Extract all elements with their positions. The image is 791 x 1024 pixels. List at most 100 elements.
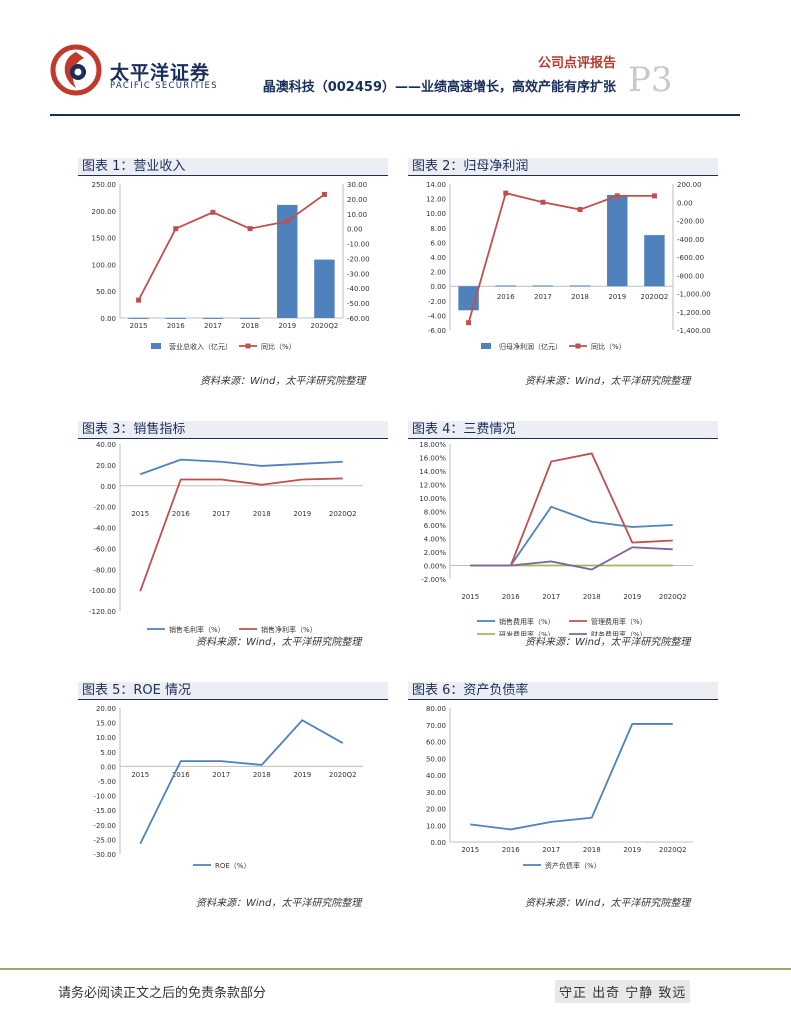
page-number: P3 <box>628 60 673 100</box>
expenses-chart: -2.00% 0.00% 2.00% 4.00% 6.00% 8.00% 10.00% 12.… <box>419 441 693 636</box>
bar <box>277 204 298 318</box>
y-right-tick-label: -1,400.00 <box>677 327 711 335</box>
series-line <box>470 452 673 567</box>
bar <box>532 285 554 287</box>
line-marker <box>321 191 327 197</box>
brand-name-en: PACIFIC SECURITIES <box>110 81 218 91</box>
legend-label: 财务费用率（%） <box>591 630 647 636</box>
legend-label: 营业总收入（亿元） <box>169 342 232 351</box>
x-tick-label: 2017 <box>542 593 560 601</box>
y-tick-label: 8.00% <box>424 509 447 517</box>
series-line <box>139 477 343 592</box>
y-tick-label: 70.00 <box>426 722 446 730</box>
bar <box>165 317 186 319</box>
legend-label: 归母净利润（亿元） <box>499 342 562 351</box>
y-right-tick-label: -50.00 <box>347 300 370 308</box>
y-tick-label: -6.00 <box>428 327 446 335</box>
y-tick-label: 0.00 <box>430 283 446 291</box>
line-marker <box>503 190 509 196</box>
y-right-tick-label: -30.00 <box>347 270 370 278</box>
chart-title: 图表 1：营业收入 <box>78 158 388 176</box>
y-tick-label: 50.00 <box>96 288 116 296</box>
y-right-tick-label: 200.00 <box>677 181 702 189</box>
y-tick-label: 250.00 <box>92 181 117 189</box>
x-tick-label: 2015 <box>461 846 479 854</box>
line-marker <box>210 209 216 215</box>
line-marker <box>173 226 179 232</box>
y-right-tick-label: -60.00 <box>347 315 370 323</box>
y-right-tick-label: 30.00 <box>347 181 367 189</box>
y-tick-label: 4.00% <box>424 536 447 544</box>
legend-marker <box>575 343 581 349</box>
y-tick-label: 100.00 <box>92 261 117 269</box>
line-marker <box>136 297 142 303</box>
y-right-tick-label: -1,200.00 <box>677 309 711 317</box>
y-tick-label: 150.00 <box>92 235 117 243</box>
legend-label: 销售净利率（%） <box>261 625 317 634</box>
line-marker <box>540 199 546 205</box>
y-right-tick-label: 20.00 <box>347 196 367 204</box>
y-tick-label: -80.00 <box>93 566 116 574</box>
y-tick-label: 16.00% <box>419 455 446 463</box>
y-tick-label: 0.00 <box>100 483 116 491</box>
chart-title: 图表 6：资产负债率 <box>408 682 718 700</box>
series-line <box>139 458 343 476</box>
x-tick-label: 2019 <box>623 593 641 601</box>
y-tick-label: 0.00 <box>100 315 116 323</box>
net-profit-chart: -6.00 -4.00 -2.00 0.00 2.00 4.00 6.00 8.00 10.00… <box>426 181 711 351</box>
y-tick-label: -40.00 <box>93 525 116 533</box>
legend-marker <box>245 343 251 349</box>
x-tick-label: 2019 <box>623 846 641 854</box>
y-tick-label: 18.00% <box>419 441 446 449</box>
y-tick-label: -5.00 <box>98 778 116 786</box>
report-type: 公司点评报告 <box>537 56 616 71</box>
bar <box>202 317 224 319</box>
y-right-tick-label: -400.00 <box>677 236 704 244</box>
x-tick-label: 2020Q2 <box>311 322 339 330</box>
y-tick-label: 10.00% <box>419 495 446 503</box>
y-right-tick-label: -10.00 <box>347 241 370 249</box>
y-tick-label: 15.00 <box>96 720 116 728</box>
series-line <box>137 193 325 301</box>
y-tick-label: 20.00 <box>96 462 116 470</box>
x-tick-label: 2015 <box>461 593 479 601</box>
legend-label: 销售费用率（%） <box>499 617 555 626</box>
x-tick-label: 2017 <box>212 771 230 779</box>
y-tick-label: 80.00 <box>426 705 446 713</box>
series-line <box>139 719 344 845</box>
y-tick-label: 8.00 <box>430 225 446 233</box>
bar <box>239 317 261 319</box>
line-marker <box>651 193 657 199</box>
y-tick-label: -20.00 <box>93 504 116 512</box>
y-tick-label: -60.00 <box>93 545 116 553</box>
y-right-tick-label: -1,000.00 <box>677 291 711 299</box>
source-note: 资料来源：Wind，太平洋研究院整理 <box>196 898 362 909</box>
line-marker <box>466 320 472 326</box>
legend-label: 销售毛利率（%） <box>169 625 225 634</box>
y-right-tick-label: 0.00 <box>347 226 363 234</box>
line-marker <box>284 218 290 224</box>
chart-panel-roe: 图表 5：ROE 情况 -30.00 -25.00 -20.00 -15.00 -10.… <box>78 682 388 892</box>
x-tick-label: 2019 <box>293 510 311 518</box>
source-note: 资料来源：Wind，太平洋研究院整理 <box>525 376 691 387</box>
series-line <box>467 192 655 323</box>
y-tick-label: -2.00 <box>428 298 446 306</box>
legend-label: 研发费用率（%） <box>499 630 555 636</box>
y-tick-label: 30.00 <box>426 789 446 797</box>
bar <box>495 285 516 287</box>
header-divider <box>50 114 740 116</box>
x-tick-label: 2016 <box>172 510 190 518</box>
x-tick-label: 2017 <box>542 846 560 854</box>
x-tick-label: 2020Q2 <box>329 510 357 518</box>
chart-title: 图表 5：ROE 情况 <box>78 682 388 700</box>
brand-name-cn: 太平洋证券 <box>110 62 211 84</box>
pacific-securities-logo-icon <box>50 44 102 96</box>
y-tick-label: 12.00% <box>419 482 446 490</box>
legend-label: ROE（%） <box>215 862 250 870</box>
source-note: 资料来源：Wind，太平洋研究院整理 <box>525 637 691 648</box>
series-line <box>470 723 673 831</box>
y-tick-label: 60.00 <box>426 739 446 747</box>
source-note: 资料来源：Wind，太平洋研究院整理 <box>200 376 366 387</box>
y-tick-label: 50.00 <box>426 755 446 763</box>
source-note: 资料来源：Wind，太平洋研究院整理 <box>196 637 362 648</box>
